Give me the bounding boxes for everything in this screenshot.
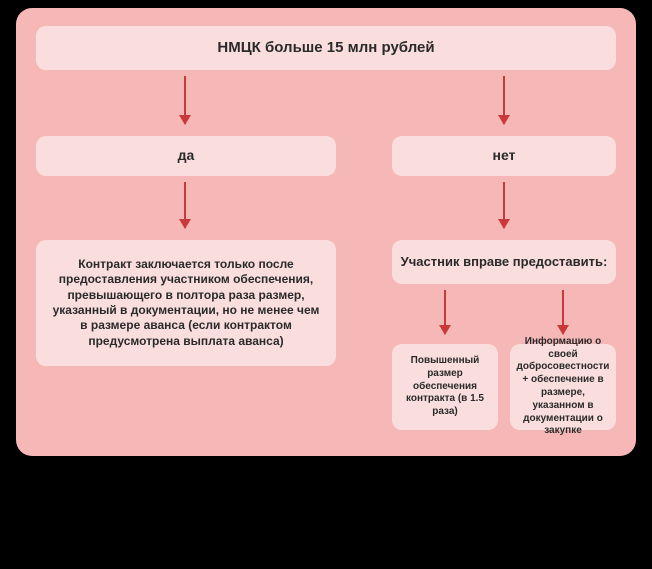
node-no-head: Участник вправе предоставить: — [392, 240, 616, 284]
node-yes-body: Контракт заключается только после предос… — [36, 240, 336, 366]
node-no: нет — [392, 136, 616, 176]
arrow-root-yes — [184, 76, 186, 124]
arrow-no-a — [444, 290, 446, 334]
node-no-b: Информацию о своей добросовестности + об… — [510, 344, 616, 430]
arrow-no-head — [503, 182, 505, 228]
arrow-root-no — [503, 76, 505, 124]
arrow-yes-body — [184, 182, 186, 228]
arrow-no-b — [562, 290, 564, 334]
flowchart-canvas: НМЦК больше 15 млн рублей да нет Контрак… — [16, 8, 636, 456]
node-yes: да — [36, 136, 336, 176]
node-no-a: Повышенный размер обеспечения контракта … — [392, 344, 498, 430]
node-root: НМЦК больше 15 млн рублей — [36, 26, 616, 70]
